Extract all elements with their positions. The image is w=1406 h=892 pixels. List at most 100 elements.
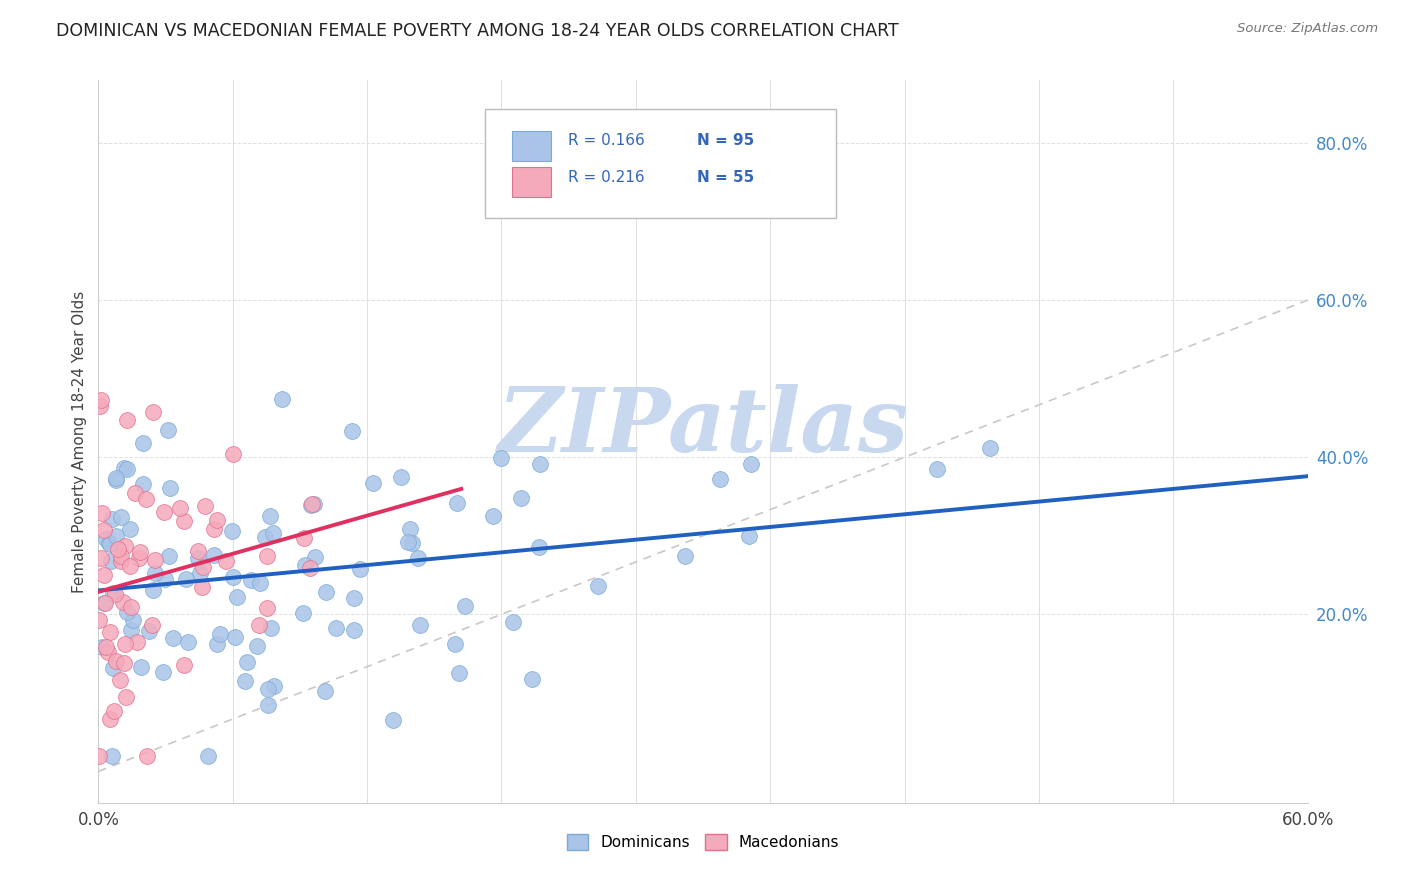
Point (90, 640, 112, 654)
Point (97, 645, 120, 659)
Point (104, 587, 127, 601)
Point (709, 472, 731, 486)
Point (224, 631, 246, 645)
Point (263, 679, 285, 693)
Point (257, 681, 280, 696)
Point (270, 392, 292, 406)
Point (142, 582, 165, 597)
Point (302, 496, 325, 510)
Point (246, 640, 269, 654)
Text: ZIPatlas: ZIPatlas (498, 384, 908, 470)
Point (93, 596, 115, 610)
Point (408, 551, 430, 566)
Point (110, 549, 132, 564)
Point (209, 627, 232, 641)
Point (502, 615, 524, 629)
Point (396, 534, 419, 549)
Point (120, 623, 142, 637)
Point (675, 549, 697, 564)
Point (128, 551, 150, 566)
Text: N = 55: N = 55 (697, 169, 754, 185)
Point (315, 585, 337, 599)
Point (157, 549, 180, 563)
Point (247, 618, 270, 632)
Point (259, 509, 281, 524)
Point (143, 553, 166, 567)
Point (291, 607, 314, 621)
Point (90, 393, 112, 408)
Point (138, 624, 160, 639)
Point (129, 660, 152, 674)
Point (90, 550, 112, 565)
Point (191, 560, 214, 574)
Point (481, 508, 503, 523)
Point (100, 748, 122, 763)
Point (157, 423, 180, 437)
Point (174, 573, 197, 587)
Point (205, 637, 228, 651)
Point (117, 605, 139, 619)
Point (522, 672, 544, 686)
Point (361, 476, 384, 491)
Point (489, 451, 512, 466)
Point (527, 541, 550, 555)
Point (740, 457, 762, 471)
Point (142, 405, 165, 419)
Point (112, 460, 135, 475)
Point (115, 462, 138, 476)
Text: DOMINICAN VS MACEDONIAN FEMALE POVERTY AMONG 18-24 YEAR OLDS CORRELATION CHART: DOMINICAN VS MACEDONIAN FEMALE POVERTY A… (56, 22, 898, 40)
Point (87, 748, 110, 763)
Point (155, 572, 177, 586)
Point (107, 542, 129, 557)
Point (135, 492, 157, 507)
Point (112, 656, 135, 670)
Point (343, 623, 366, 637)
Point (93, 524, 115, 538)
Point (101, 661, 124, 675)
Text: N = 95: N = 95 (697, 134, 754, 148)
Point (120, 600, 142, 615)
Point (202, 548, 225, 562)
Text: Source: ZipAtlas.com: Source: ZipAtlas.com (1237, 22, 1378, 36)
Point (103, 704, 125, 718)
Point (114, 690, 136, 704)
Point (125, 634, 148, 648)
Point (586, 578, 609, 592)
Point (443, 637, 465, 651)
Point (124, 486, 146, 500)
Point (349, 562, 371, 576)
Point (110, 553, 132, 567)
Point (101, 512, 124, 526)
Point (187, 551, 209, 566)
Point (262, 525, 284, 540)
Point (98, 625, 121, 640)
Point (342, 591, 364, 605)
Text: R = 0.216: R = 0.216 (568, 169, 644, 185)
Point (114, 539, 136, 553)
Point (188, 566, 211, 581)
Point (176, 635, 198, 649)
Point (91, 506, 114, 520)
Point (173, 514, 195, 528)
Point (129, 545, 152, 559)
Point (979, 442, 1001, 456)
Point (401, 536, 423, 550)
Point (169, 501, 191, 516)
Point (135, 748, 157, 763)
Point (112, 595, 135, 609)
Point (399, 522, 422, 536)
Point (132, 435, 155, 450)
Point (256, 601, 278, 615)
Point (87, 613, 110, 627)
Point (101, 586, 124, 600)
Point (110, 509, 132, 524)
Point (529, 457, 551, 471)
Point (120, 558, 142, 573)
Y-axis label: Female Poverty Among 18-24 Year Olds: Female Poverty Among 18-24 Year Olds (72, 291, 87, 592)
Legend: Dominicans, Macedonians: Dominicans, Macedonians (561, 829, 845, 856)
Point (256, 549, 278, 564)
Point (298, 561, 321, 575)
Point (108, 673, 131, 687)
Point (299, 498, 322, 512)
Point (221, 524, 243, 538)
